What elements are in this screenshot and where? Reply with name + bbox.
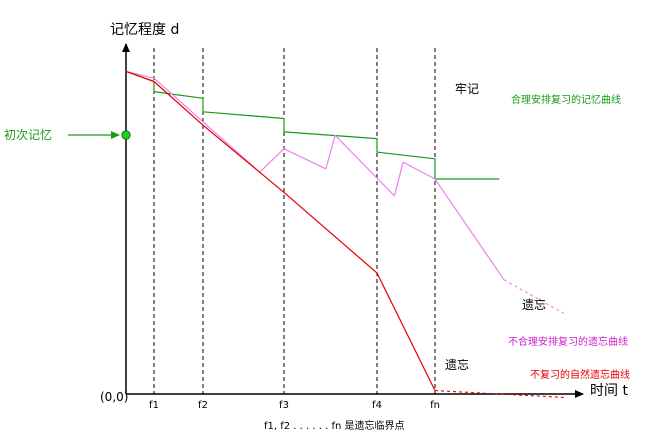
legend-red-curve: 不复习的自然遗忘曲线	[530, 368, 630, 381]
x-tick-labels: f1 f2 f3 f4 fn	[149, 400, 440, 411]
x-tick-f3: f3	[279, 400, 289, 411]
label-forget-pink: 遗忘	[522, 297, 546, 312]
y-axis-label: 记忆程度 d	[110, 22, 179, 38]
green-review-curve	[125, 70, 500, 180]
label-forget-red: 遗忘	[445, 357, 469, 372]
x-tick-f1: f1	[149, 400, 159, 411]
legend-pink-curve: 不合理安排复习的遗忘曲线	[508, 335, 628, 348]
x-tick-f2: f2	[198, 400, 208, 411]
first-memory-point	[121, 130, 131, 140]
x-tick-fn: fn	[430, 400, 440, 411]
x-tick-f4: f4	[372, 400, 382, 411]
legend-green-curve: 合理安排复习的记忆曲线	[511, 93, 621, 106]
origin-label: (0,0)	[100, 390, 128, 404]
series-group	[125, 70, 565, 398]
red-natural-forgetting-curve	[125, 70, 436, 391]
x-axis-label: 时间 t	[590, 383, 628, 399]
footnote: f1, f2 . . . . . . fn 是遗忘临界点	[264, 419, 404, 432]
critical-point-guides	[153, 48, 436, 394]
label-firmly-remember: 牢记	[455, 81, 479, 96]
first-memory-label: 初次记忆	[4, 128, 52, 142]
pink-irregular-review-curve	[125, 70, 505, 281]
